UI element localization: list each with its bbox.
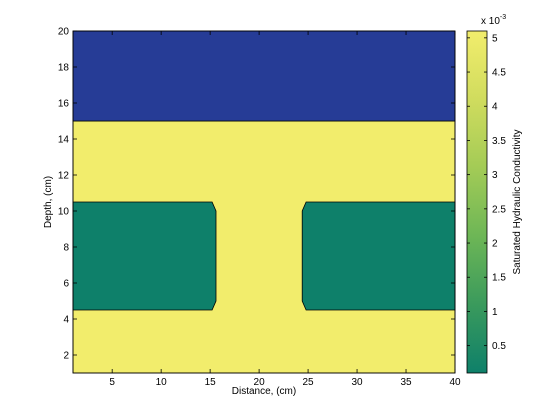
colorbar-tick-label: 1.5 xyxy=(492,273,506,284)
colorbar-tick-label: 3 xyxy=(492,170,498,181)
x-tick-label: 35 xyxy=(400,377,412,388)
x-tick-label: 5 xyxy=(109,377,115,388)
x-tick-label: 15 xyxy=(205,377,217,388)
y-tick-label: 8 xyxy=(63,243,69,254)
colorbar-tick-label: 0.5 xyxy=(492,341,506,352)
colorbar-tick-label: 4 xyxy=(492,102,498,113)
colorbar-tick-label: 2.5 xyxy=(492,204,506,215)
y-tick-label: 2 xyxy=(63,351,69,362)
axes-box xyxy=(72,30,456,374)
region-left-block xyxy=(72,201,217,311)
x-tick-label: 30 xyxy=(351,377,363,388)
region-top-layer xyxy=(72,30,456,122)
y-axis-label: Depth, (cm) xyxy=(43,176,54,228)
colorbar: 0.5 1 1.5 2 2.5 3 3.5 4 4.5 5 xyxy=(466,30,506,374)
colorbar-tick-label: 4.5 xyxy=(492,68,506,79)
colorbar-multiplier-base: x 10 xyxy=(481,16,500,27)
y-tick-label: 10 xyxy=(58,207,70,218)
x-tick-label: 20 xyxy=(254,377,266,388)
colorbar-tick-label: 3.5 xyxy=(492,136,506,147)
y-tick-label: 16 xyxy=(58,99,70,110)
y-axis: 2 4 6 8 10 12 14 16 18 20 xyxy=(58,27,455,362)
x-axis-label: Distance, (cm) xyxy=(232,386,296,397)
colorbar-label: Saturated Hydraulic Conductivity xyxy=(512,129,523,274)
colorbar-gradient xyxy=(466,30,488,374)
x-tick-label: 10 xyxy=(156,377,168,388)
y-tick-label: 4 xyxy=(63,315,69,326)
region-right-block xyxy=(301,201,456,311)
colorbar-tick-label: 1 xyxy=(492,307,498,318)
x-axis: 5 10 15 20 25 30 35 40 xyxy=(109,31,461,388)
colorbar-multiplier-exponent: -3 xyxy=(500,14,506,21)
colorbar-tick-label: 2 xyxy=(492,239,498,250)
plot-area xyxy=(72,30,456,374)
colorbar-multiplier: x 10-3 xyxy=(481,14,506,27)
x-tick-label: 40 xyxy=(449,377,461,388)
colorbar-tick-label: 5 xyxy=(492,33,498,44)
y-tick-label: 20 xyxy=(58,27,70,38)
y-tick-label: 18 xyxy=(58,63,70,74)
y-tick-label: 14 xyxy=(58,135,70,146)
y-tick-label: 6 xyxy=(63,279,69,290)
y-tick-label: 12 xyxy=(58,171,70,182)
x-tick-label: 25 xyxy=(303,377,315,388)
